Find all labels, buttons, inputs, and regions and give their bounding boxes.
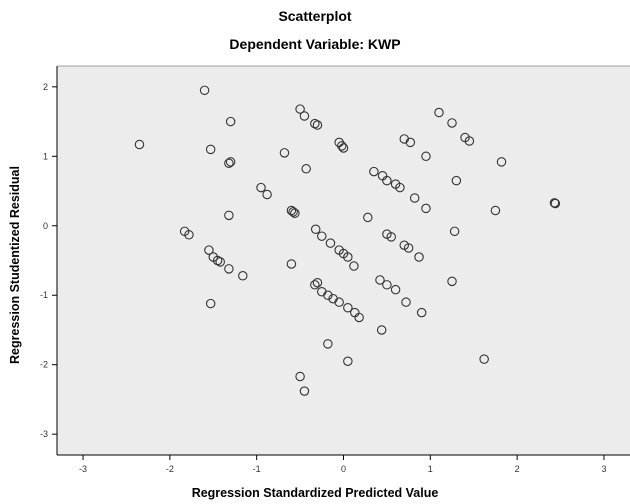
scatter-point [215,257,225,267]
scatter-point [447,118,457,128]
scatter-point [409,193,420,203]
y-tick-label: -1 [40,290,48,300]
scatter-point [449,226,460,237]
scatter-point [377,171,388,181]
scatter-point [490,205,501,216]
scatter-point [390,284,401,295]
x-tick-label: -3 [79,464,87,474]
scatter-point [479,354,489,364]
scatter-point [212,255,223,266]
scatter-point [312,120,323,130]
scatter-point [225,116,236,127]
scatter-point [451,175,462,186]
scatter-point [496,157,507,167]
scatter-point [290,208,300,219]
scatter-point [343,356,353,366]
chart-subtitle: Dependent Variable: KWP [229,36,401,52]
y-tick-label: -3 [40,429,48,439]
scatter-point [550,198,561,209]
scatter-point [395,182,405,193]
scatter-point [310,280,320,290]
scatter-point [224,210,234,221]
scatter-point [286,205,297,216]
scatter-point [317,287,327,297]
scatter-point [310,118,320,129]
scatter-point [238,271,248,281]
plot-area [57,66,630,455]
scatter-point [434,107,444,118]
scatter-point [199,85,210,96]
x-tick-label: -2 [166,464,174,474]
scatter-point [205,144,216,155]
x-axis-label: Regression Standardized Predicted Value [191,486,439,500]
scatter-point [363,212,373,223]
scatter-point [376,325,387,335]
scatter-point [312,277,323,288]
scatter-point [464,136,475,146]
scatter-point [401,297,411,307]
scatter-point [403,243,414,253]
y-tick-label: 2 [43,82,48,92]
scatter-point [310,224,321,234]
scatter-point [323,339,333,349]
scatter-point [301,164,311,174]
scatter-point [205,298,216,309]
scatter-point [328,293,338,304]
scatter-point [295,371,305,382]
scatter-point [421,151,431,162]
scatter-point [350,307,360,318]
x-tick-label: -1 [253,464,261,474]
scatter-point [317,231,327,241]
x-tick-label: 0 [341,464,346,474]
y-tick-label: 1 [43,151,48,161]
scatter-point [405,137,416,148]
x-tick-label: 1 [428,464,433,474]
x-tick-label: 2 [515,464,520,474]
scatter-point [295,104,305,114]
y-tick-label: 0 [43,221,48,231]
scatter-point [225,157,236,167]
scatter-point [549,198,560,208]
scatter-point [375,275,385,285]
scatter-point [286,259,297,269]
scatter-point [299,111,310,121]
scatter-point [416,307,427,318]
scatter-point [325,238,336,248]
x-tick-label: 3 [601,464,606,474]
scatter-point [279,148,290,158]
scatter-point [262,189,272,200]
scatter-point [421,203,431,214]
scatter-point [343,252,353,262]
scatter-point [386,232,396,242]
scatter-point [338,143,349,153]
scatter-point [134,139,145,150]
scatter-point [349,261,359,271]
scatter-point [337,141,347,151]
chart-title: Scatterplot [278,8,352,24]
scatter-point [343,302,353,313]
scatter-point [299,386,310,396]
scatter-point [382,280,392,290]
y-tick-label: -2 [40,360,48,370]
scatter-point [224,158,234,169]
scatter-point [256,182,266,193]
scatter-point [447,276,457,287]
scatter-point [369,166,379,177]
scatter-point [224,264,234,274]
scatter-point [204,245,214,255]
scatter-point [288,207,298,217]
scatter-point [414,252,424,262]
scatter-point [184,230,194,240]
